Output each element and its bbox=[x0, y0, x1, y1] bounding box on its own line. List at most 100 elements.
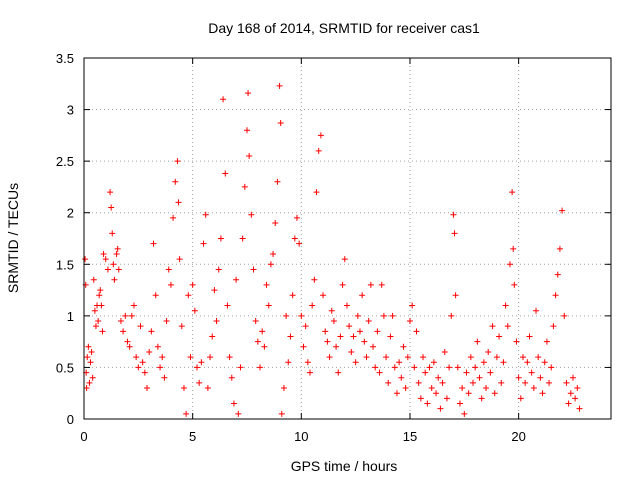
data-point bbox=[515, 374, 522, 381]
data-point bbox=[91, 307, 98, 314]
data-point bbox=[470, 379, 477, 386]
data-point bbox=[222, 170, 229, 177]
data-point bbox=[289, 292, 296, 299]
data-point bbox=[274, 178, 281, 185]
data-point bbox=[95, 318, 102, 325]
data-point bbox=[120, 328, 127, 335]
data-point bbox=[522, 379, 529, 386]
data-point bbox=[137, 323, 144, 330]
data-point bbox=[243, 127, 250, 134]
data-point bbox=[259, 328, 266, 335]
y-tick-label: 1.5 bbox=[56, 257, 74, 272]
data-point bbox=[367, 281, 374, 288]
data-point bbox=[563, 379, 570, 386]
data-point bbox=[380, 312, 387, 319]
data-point bbox=[228, 374, 235, 381]
data-point bbox=[543, 338, 550, 345]
data-point bbox=[180, 385, 187, 392]
data-point bbox=[433, 390, 440, 397]
data-point bbox=[185, 292, 192, 299]
x-tick-label: 20 bbox=[511, 429, 525, 444]
data-point bbox=[248, 211, 255, 218]
data-point bbox=[150, 240, 157, 247]
data-point bbox=[311, 276, 318, 283]
data-point bbox=[277, 119, 284, 126]
data-point bbox=[533, 307, 540, 314]
data-point bbox=[330, 318, 337, 325]
data-point bbox=[498, 379, 505, 386]
data-points bbox=[82, 82, 583, 417]
data-point bbox=[372, 364, 379, 371]
data-point bbox=[285, 359, 292, 366]
data-point bbox=[235, 410, 242, 417]
data-point bbox=[569, 374, 576, 381]
data-point bbox=[183, 410, 190, 417]
data-point bbox=[413, 328, 420, 335]
y-axis-label: SRMTID / TECUs bbox=[5, 183, 21, 293]
data-point bbox=[387, 333, 394, 340]
data-point bbox=[200, 240, 207, 247]
data-point bbox=[422, 369, 429, 376]
data-point bbox=[406, 318, 413, 325]
data-point bbox=[426, 364, 433, 371]
data-point bbox=[326, 354, 333, 361]
data-point bbox=[304, 359, 311, 366]
data-point bbox=[124, 338, 131, 345]
data-point bbox=[154, 343, 161, 350]
data-point bbox=[114, 245, 121, 252]
data-point bbox=[489, 323, 496, 330]
data-point bbox=[513, 338, 520, 345]
data-point bbox=[135, 364, 142, 371]
data-point bbox=[511, 281, 518, 288]
data-point bbox=[211, 287, 218, 294]
data-point bbox=[204, 385, 211, 392]
y-tick-label: 1 bbox=[67, 309, 74, 324]
data-point bbox=[450, 211, 457, 218]
data-point bbox=[302, 323, 309, 330]
data-point bbox=[283, 312, 290, 319]
data-point bbox=[189, 281, 196, 288]
data-point bbox=[291, 235, 298, 242]
data-point bbox=[463, 369, 470, 376]
data-point bbox=[159, 354, 166, 361]
data-point bbox=[265, 302, 272, 309]
data-point bbox=[559, 207, 566, 214]
data-point bbox=[519, 354, 526, 361]
data-point bbox=[417, 395, 424, 402]
data-point bbox=[117, 318, 124, 325]
data-point bbox=[526, 333, 533, 340]
data-point bbox=[385, 379, 392, 386]
data-point bbox=[361, 338, 368, 345]
x-axis-label: GPS time / hours bbox=[291, 458, 398, 474]
x-tick-label: 5 bbox=[189, 429, 196, 444]
data-point bbox=[524, 359, 531, 366]
data-point bbox=[237, 364, 244, 371]
data-point bbox=[378, 281, 385, 288]
data-point bbox=[84, 354, 91, 361]
data-point bbox=[165, 266, 172, 273]
y-tick-label: 2 bbox=[67, 206, 74, 221]
data-point bbox=[220, 96, 227, 103]
data-point bbox=[467, 354, 474, 361]
data-point bbox=[245, 90, 252, 97]
data-point bbox=[163, 318, 170, 325]
data-point bbox=[320, 292, 327, 299]
data-point bbox=[198, 359, 205, 366]
data-point bbox=[491, 390, 498, 397]
data-point bbox=[454, 364, 461, 371]
data-point bbox=[456, 400, 463, 407]
data-point bbox=[506, 261, 513, 268]
data-point bbox=[561, 312, 568, 319]
data-point bbox=[572, 395, 579, 402]
data-point bbox=[565, 400, 572, 407]
data-point bbox=[293, 214, 300, 221]
data-point bbox=[437, 405, 444, 412]
data-point bbox=[552, 292, 559, 299]
data-point bbox=[107, 189, 114, 196]
data-point bbox=[435, 374, 442, 381]
data-point bbox=[451, 230, 458, 237]
data-point bbox=[393, 390, 400, 397]
data-point bbox=[89, 374, 96, 381]
data-point bbox=[207, 354, 214, 361]
data-point bbox=[359, 292, 366, 299]
